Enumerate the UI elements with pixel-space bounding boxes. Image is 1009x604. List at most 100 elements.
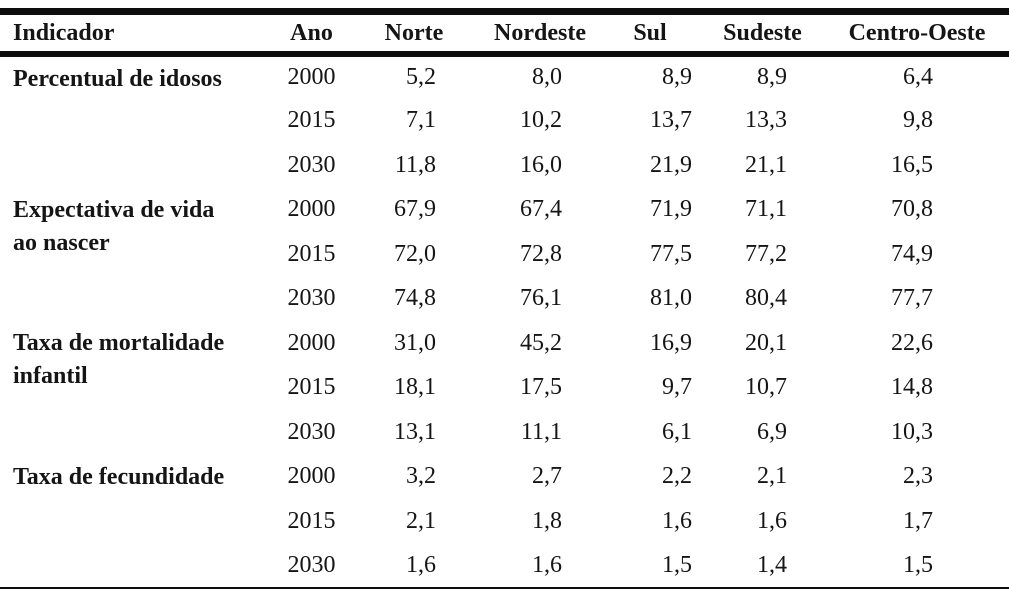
- value-cell-centro-oeste: 14,8: [891, 374, 933, 401]
- table-row: 2015 2,1 1,8 1,6 1,6 1,7: [0, 499, 1009, 544]
- indicator-cell: Taxa de mortalidade infantil: [13, 330, 225, 389]
- year-cell: 2000: [287, 64, 336, 91]
- column-header-nordeste: Nordeste: [480, 11, 600, 57]
- year-cell: 2030: [287, 551, 336, 578]
- value-cell-norte: 67,9: [394, 196, 436, 223]
- value-cell-sudeste: 1,4: [757, 551, 787, 578]
- value-cell-sudeste: 77,2: [745, 240, 787, 267]
- year-cell: 2030: [287, 418, 336, 445]
- value-cell-sudeste: 1,6: [757, 507, 787, 534]
- value-cell-norte: 74,8: [394, 285, 436, 312]
- table-row: Taxa de fecundidade 2000 3,2 2,7 2,2 2,1…: [0, 455, 1009, 500]
- indicator-cell: Expectativa de vida ao nascer: [13, 196, 215, 256]
- value-cell-nordeste: 45,2: [520, 329, 562, 356]
- value-cell-sul: 16,9: [650, 329, 692, 356]
- header-row: Indicador Ano Norte Nordeste Sul Sudeste…: [0, 11, 1009, 57]
- value-cell-sul: 13,7: [650, 107, 692, 134]
- table-body: Percentual de idosos 2000 5,2 8,0 8,9 8,…: [0, 54, 1009, 588]
- table-row: 2015 18,1 17,5 9,7 10,7 14,8: [0, 366, 1009, 411]
- indicators-table: Indicador Ano Norte Nordeste Sul Sudeste…: [0, 8, 1009, 589]
- column-header-sul: Sul: [600, 11, 700, 57]
- table-row: Percentual de idosos 2000 5,2 8,0 8,9 8,…: [0, 54, 1009, 99]
- value-cell-centro-oeste: 16,5: [891, 151, 933, 178]
- year-cell: 2000: [287, 196, 336, 223]
- value-cell-sul: 21,9: [650, 151, 692, 178]
- column-header-norte: Norte: [348, 11, 480, 57]
- value-cell-sul: 77,5: [650, 240, 692, 267]
- value-cell-sudeste: 10,7: [745, 374, 787, 401]
- value-cell-norte: 11,8: [394, 151, 436, 178]
- value-cell-sudeste: 13,3: [745, 107, 787, 134]
- column-header-ano: Ano: [275, 11, 348, 57]
- value-cell-nordeste: 1,8: [532, 507, 562, 534]
- value-cell-sudeste: 80,4: [745, 285, 787, 312]
- value-cell-sul: 71,9: [650, 196, 692, 223]
- year-cell: 2015: [287, 240, 336, 267]
- value-cell-norte: 1,6: [406, 551, 436, 578]
- value-cell-norte: 5,2: [406, 64, 436, 91]
- value-cell-nordeste: 76,1: [520, 285, 562, 312]
- value-cell-sul: 6,1: [662, 418, 692, 445]
- column-header-centro-oeste: Centro-Oeste: [825, 11, 1009, 57]
- year-cell: 2030: [287, 285, 336, 312]
- table-row: Expectativa de vida ao nascer 2000 67,9 …: [0, 188, 1009, 255]
- column-header-sudeste: Sudeste: [700, 11, 825, 57]
- value-cell-centro-oeste: 10,3: [891, 418, 933, 445]
- table-row: 2015 72,0 72,8 77,5 77,2 74,9: [0, 232, 1009, 277]
- value-cell-sudeste: 6,9: [757, 418, 787, 445]
- year-cell: 2015: [287, 107, 336, 134]
- year-cell: 2000: [287, 463, 336, 490]
- year-cell: 2030: [287, 151, 336, 178]
- value-cell-norte: 72,0: [394, 240, 436, 267]
- value-cell-norte: 18,1: [394, 374, 436, 401]
- value-cell-nordeste: 2,7: [532, 463, 562, 490]
- value-cell-norte: 3,2: [406, 463, 436, 490]
- value-cell-sudeste: 2,1: [757, 463, 787, 490]
- value-cell-nordeste: 1,6: [532, 551, 562, 578]
- value-cell-centro-oeste: 74,9: [891, 240, 933, 267]
- year-cell: 2000: [287, 329, 336, 356]
- value-cell-centro-oeste: 22,6: [891, 329, 933, 356]
- value-cell-norte: 2,1: [406, 507, 436, 534]
- table-row: 2030 74,8 76,1 81,0 80,4 77,7: [0, 277, 1009, 322]
- value-cell-sudeste: 21,1: [745, 151, 787, 178]
- value-cell-norte: 13,1: [394, 418, 436, 445]
- value-cell-centro-oeste: 77,7: [891, 285, 933, 312]
- value-cell-nordeste: 16,0: [520, 151, 562, 178]
- year-cell: 2015: [287, 507, 336, 534]
- value-cell-norte: 7,1: [406, 107, 436, 134]
- indicator-cell: Percentual de idosos: [13, 66, 222, 92]
- table-row: 2015 7,1 10,2 13,7 13,3 9,8: [0, 99, 1009, 144]
- value-cell-sul: 9,7: [662, 374, 692, 401]
- value-cell-sudeste: 8,9: [757, 64, 787, 91]
- value-cell-centro-oeste: 2,3: [903, 463, 933, 490]
- table-row: 2030 13,1 11,1 6,1 6,9 10,3: [0, 410, 1009, 455]
- value-cell-nordeste: 10,2: [520, 107, 562, 134]
- table-row: 2030 11,8 16,0 21,9 21,1 16,5: [0, 143, 1009, 188]
- table-row: Taxa de mortalidade infantil 2000 31,0 4…: [0, 321, 1009, 389]
- table-row: 2030 1,6 1,6 1,5 1,4 1,5: [0, 544, 1009, 589]
- table-container: Indicador Ano Norte Nordeste Sul Sudeste…: [0, 8, 1009, 589]
- value-cell-sul: 1,6: [662, 507, 692, 534]
- value-cell-sul: 81,0: [650, 285, 692, 312]
- value-cell-centro-oeste: 9,8: [903, 107, 933, 134]
- value-cell-nordeste: 72,8: [520, 240, 562, 267]
- value-cell-centro-oeste: 1,7: [903, 507, 933, 534]
- value-cell-norte: 31,0: [394, 329, 436, 356]
- value-cell-sudeste: 71,1: [745, 196, 787, 223]
- year-cell: 2015: [287, 374, 336, 401]
- value-cell-sudeste: 20,1: [745, 329, 787, 356]
- value-cell-centro-oeste: 70,8: [891, 196, 933, 223]
- value-cell-centro-oeste: 6,4: [903, 64, 933, 91]
- value-cell-nordeste: 67,4: [520, 196, 562, 223]
- value-cell-centro-oeste: 1,5: [903, 551, 933, 578]
- value-cell-nordeste: 17,5: [520, 374, 562, 401]
- value-cell-sul: 1,5: [662, 551, 692, 578]
- indicator-cell: Taxa de fecundidade: [13, 463, 225, 490]
- column-header-indicador: Indicador: [0, 11, 275, 57]
- value-cell-nordeste: 8,0: [532, 64, 562, 91]
- value-cell-sul: 8,9: [662, 64, 692, 91]
- table-header: Indicador Ano Norte Nordeste Sul Sudeste…: [0, 11, 1009, 57]
- value-cell-sul: 2,2: [662, 463, 692, 490]
- value-cell-nordeste: 11,1: [520, 418, 562, 445]
